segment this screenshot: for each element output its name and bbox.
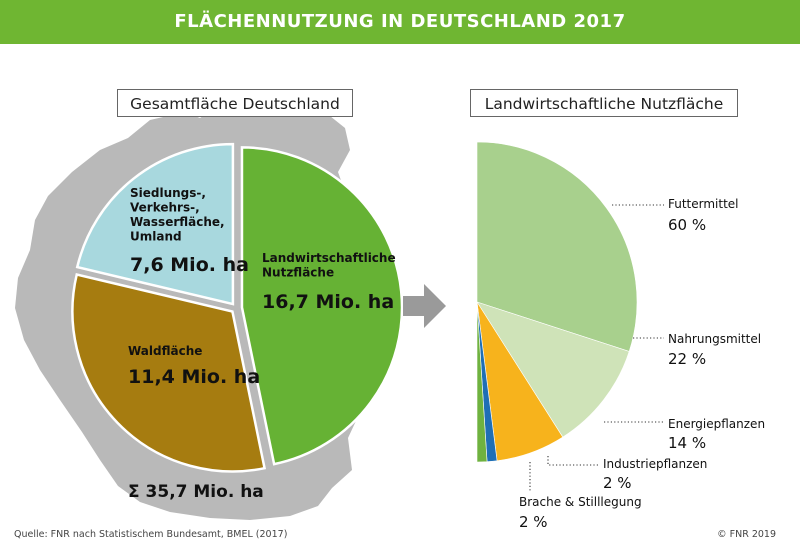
pie-right-leader-3 [547, 456, 599, 466]
arrow-right-icon [403, 284, 446, 328]
pie-right-value-4: 2 % [519, 513, 548, 531]
pie-left-label-0-1: Nutzfläche [262, 266, 334, 280]
pie-right-value-2: 14 % [668, 434, 706, 452]
pie-left-value-1: 11,4 Mio. ha [128, 366, 260, 388]
pie-left-label-1-0: Waldfläche [128, 344, 202, 358]
pie-left-label-2-2: Wasserfläche, [130, 215, 225, 229]
pie-right-label-3: Industriepflanzen [603, 457, 707, 471]
pie-chart-gesamtflaeche [71, 142, 404, 473]
pie-left-total: Σ 35,7 Mio. ha [128, 482, 264, 502]
pie-right-slice-0 [476, 141, 638, 352]
pie-left-label-2-0: Siedlungs-, [130, 186, 206, 200]
pie-right-label-1: Nahrungsmittel [668, 332, 761, 346]
pie-left-slice-1 [71, 273, 267, 473]
pie-left-label-2-3: Umland [130, 230, 182, 244]
chart-title-gesamtflaeche: Gesamtfläche Deutschland [117, 89, 353, 117]
source-note: Quelle: FNR nach Statistischem Bundesamt… [14, 529, 288, 540]
pie-left-label-2-1: Verkehrs-, [130, 201, 200, 215]
pie-left-value-2: 7,6 Mio. ha [130, 254, 249, 276]
pie-right-value-1: 22 % [668, 350, 706, 368]
page-title: FLÄCHENNUTZUNG IN DEUTSCHLAND 2017 [0, 0, 800, 44]
chart-title-nutzflaeche: Landwirtschaftliche Nutzfläche [470, 89, 738, 117]
labels-right: Futtermittel 60 % Nahrungsmittel 22 % Energi… [519, 197, 765, 531]
pie-left-label-0-0: Landwirtschaftliche [262, 251, 396, 265]
pie-chart-nutzflaeche [476, 141, 638, 463]
copyright-note: © FNR 2019 [717, 529, 776, 540]
pie-right-label-4: Brache & Stilllegung [519, 495, 642, 509]
pie-left-value-0: 16,7 Mio. ha [262, 291, 394, 313]
pie-right-label-0: Futtermittel [668, 197, 739, 211]
pie-right-slice-1 [476, 301, 630, 438]
pie-left-slice-0 [240, 146, 404, 466]
pie-right-value-3: 2 % [603, 474, 632, 492]
pie-right-slice-4 [476, 301, 488, 463]
pie-left-slice-2 [75, 142, 235, 306]
pie-right-value-0: 60 % [668, 216, 706, 234]
pie-right-label-2: Energiepflanzen [668, 417, 765, 431]
